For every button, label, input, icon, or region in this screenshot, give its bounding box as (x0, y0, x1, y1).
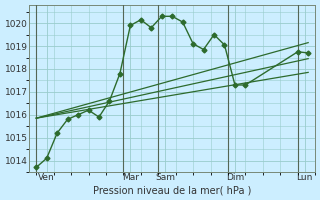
X-axis label: Pression niveau de la mer( hPa ): Pression niveau de la mer( hPa ) (93, 185, 252, 195)
